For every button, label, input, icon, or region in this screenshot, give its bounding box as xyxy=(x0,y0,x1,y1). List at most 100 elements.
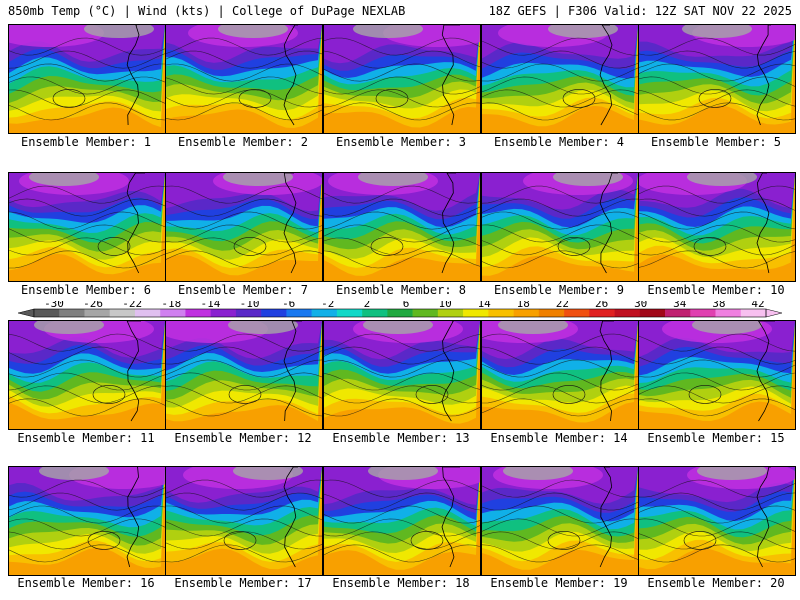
colorbar-swatch xyxy=(34,309,60,317)
colorbar-min-arrow xyxy=(17,308,35,318)
colorbar-swatch xyxy=(185,309,211,317)
ensemble-map-panel xyxy=(481,466,639,576)
temperature-field xyxy=(482,173,638,281)
ensemble-map-panel xyxy=(8,466,166,576)
colorbar-swatch xyxy=(286,309,312,317)
ensemble-map-panel xyxy=(323,24,481,134)
colorbar-tick-label: 14 xyxy=(478,301,492,310)
ensemble-member-label: Ensemble Member: 6 xyxy=(20,283,152,297)
colorbar-swatch xyxy=(160,309,186,317)
colorbar-tick-label: -22 xyxy=(122,301,142,310)
ensemble-map-panel xyxy=(481,320,639,430)
colorbar-tick-label: -30 xyxy=(44,301,64,310)
colorbar-swatch xyxy=(134,309,161,317)
colorbar-tick-label: 26 xyxy=(595,301,608,310)
colorbar-swatch xyxy=(109,309,136,317)
ensemble-member-label: Ensemble Member: 13 xyxy=(332,431,470,445)
colorbar-tick-label: -6 xyxy=(282,301,295,310)
colorbar-swatch xyxy=(665,309,691,317)
colorbar-swatch xyxy=(84,309,111,317)
ensemble-map-panel xyxy=(323,320,481,430)
ensemble-map-panel xyxy=(638,320,796,430)
ensemble-map-panel xyxy=(481,172,639,282)
ensemble-member-label: Ensemble Member: 3 xyxy=(335,135,467,149)
colorbar-tick-label: -14 xyxy=(200,301,220,310)
ensemble-member-label: Ensemble Member: 20 xyxy=(647,576,785,590)
ensemble-map-panel xyxy=(8,320,166,430)
ensemble-member-label: Ensemble Member: 18 xyxy=(332,576,470,590)
colorbar-tick-label: -2 xyxy=(321,301,334,310)
colorbar-swatch xyxy=(715,309,742,317)
colorbar-swatch xyxy=(362,309,388,317)
colorbar-tick-label: 30 xyxy=(634,301,647,310)
colorbar-swatch xyxy=(412,309,439,317)
colorbar-swatch xyxy=(488,309,514,317)
colorbar-swatch xyxy=(639,309,666,317)
temperature-field xyxy=(482,25,638,133)
colorbar-tick-label: 38 xyxy=(712,301,725,310)
temperature-field xyxy=(9,321,165,429)
temperature-field xyxy=(166,321,322,429)
colorbar-swatch xyxy=(59,309,85,317)
colorbar-swatch xyxy=(261,309,287,317)
ensemble-map-panel xyxy=(165,24,323,134)
colorbar-swatch xyxy=(210,309,237,317)
ensemble-member-label: Ensemble Member: 1 xyxy=(20,135,152,149)
colorbar-swatch xyxy=(311,309,338,317)
ensemble-map-panel xyxy=(638,466,796,576)
colorbar-max-arrow xyxy=(765,308,783,318)
temperature-field xyxy=(166,173,322,281)
ensemble-map-panel xyxy=(8,172,166,282)
temperature-field xyxy=(324,173,480,281)
colorbar-swatch xyxy=(437,309,464,317)
colorbar-swatch xyxy=(336,309,363,317)
ensemble-map-panel xyxy=(323,466,481,576)
colorbar-tick-label: 18 xyxy=(517,301,530,310)
temperature-field xyxy=(639,173,795,281)
model-valid-time: 18Z GEFS | F306 Valid: 12Z SAT NOV 22 20… xyxy=(488,4,792,18)
ensemble-member-label: Ensemble Member: 8 xyxy=(335,283,467,297)
temperature-field xyxy=(639,467,795,575)
ensemble-map-panel xyxy=(638,172,796,282)
temperature-field xyxy=(166,25,322,133)
colorbar-tick-label: 10 xyxy=(438,301,451,310)
colorbar-tick-label: 22 xyxy=(556,301,569,310)
ensemble-member-label: Ensemble Member: 12 xyxy=(174,431,312,445)
ensemble-member-label: Ensemble Member: 19 xyxy=(490,576,628,590)
colorbar-swatch xyxy=(690,309,716,317)
temperature-field xyxy=(324,467,480,575)
colorbar-swatch xyxy=(538,309,565,317)
colorbar-tick-label: 6 xyxy=(403,301,410,310)
ensemble-member-label: Ensemble Member: 5 xyxy=(650,135,782,149)
colorbar-swatch xyxy=(513,309,540,317)
ensemble-member-label: Ensemble Member: 9 xyxy=(493,283,625,297)
ensemble-map-panel xyxy=(165,466,323,576)
colorbar-swatch xyxy=(589,309,615,317)
ensemble-map-panel xyxy=(323,172,481,282)
ensemble-member-label: Ensemble Member: 7 xyxy=(177,283,309,297)
colorbar-swatch xyxy=(387,309,413,317)
colorbar-tick-label: 42 xyxy=(751,301,764,310)
map-title: 850mb Temp (°C) | Wind (kts) | College o… xyxy=(8,4,406,18)
temperature-field xyxy=(166,467,322,575)
colorbar-swatch xyxy=(463,309,489,317)
ensemble-member-label: Ensemble Member: 15 xyxy=(647,431,785,445)
temperature-colorbar: -30 -26 -22 -18 -14 -10 -6 -2 2 6 10 14 18 22 26 30 34 38… xyxy=(17,301,783,318)
temperature-field xyxy=(324,321,480,429)
colorbar-swatch xyxy=(564,309,590,317)
ensemble-member-label: Ensemble Member: 14 xyxy=(490,431,628,445)
ensemble-member-label: Ensemble Member: 2 xyxy=(177,135,309,149)
colorbar-swatch xyxy=(614,309,641,317)
colorbar-swatch xyxy=(235,309,262,317)
temperature-field xyxy=(9,25,165,133)
ensemble-map-panel xyxy=(165,320,323,430)
temperature-field xyxy=(482,321,638,429)
ensemble-member-label: Ensemble Member: 16 xyxy=(17,576,155,590)
ensemble-member-label: Ensemble Member: 4 xyxy=(493,135,625,149)
ensemble-map-panel xyxy=(638,24,796,134)
temperature-field xyxy=(9,467,165,575)
colorbar-swatch xyxy=(740,309,767,317)
ensemble-map-panel xyxy=(165,172,323,282)
ensemble-member-label: Ensemble Member: 11 xyxy=(17,431,155,445)
ensemble-map-panel xyxy=(8,24,166,134)
